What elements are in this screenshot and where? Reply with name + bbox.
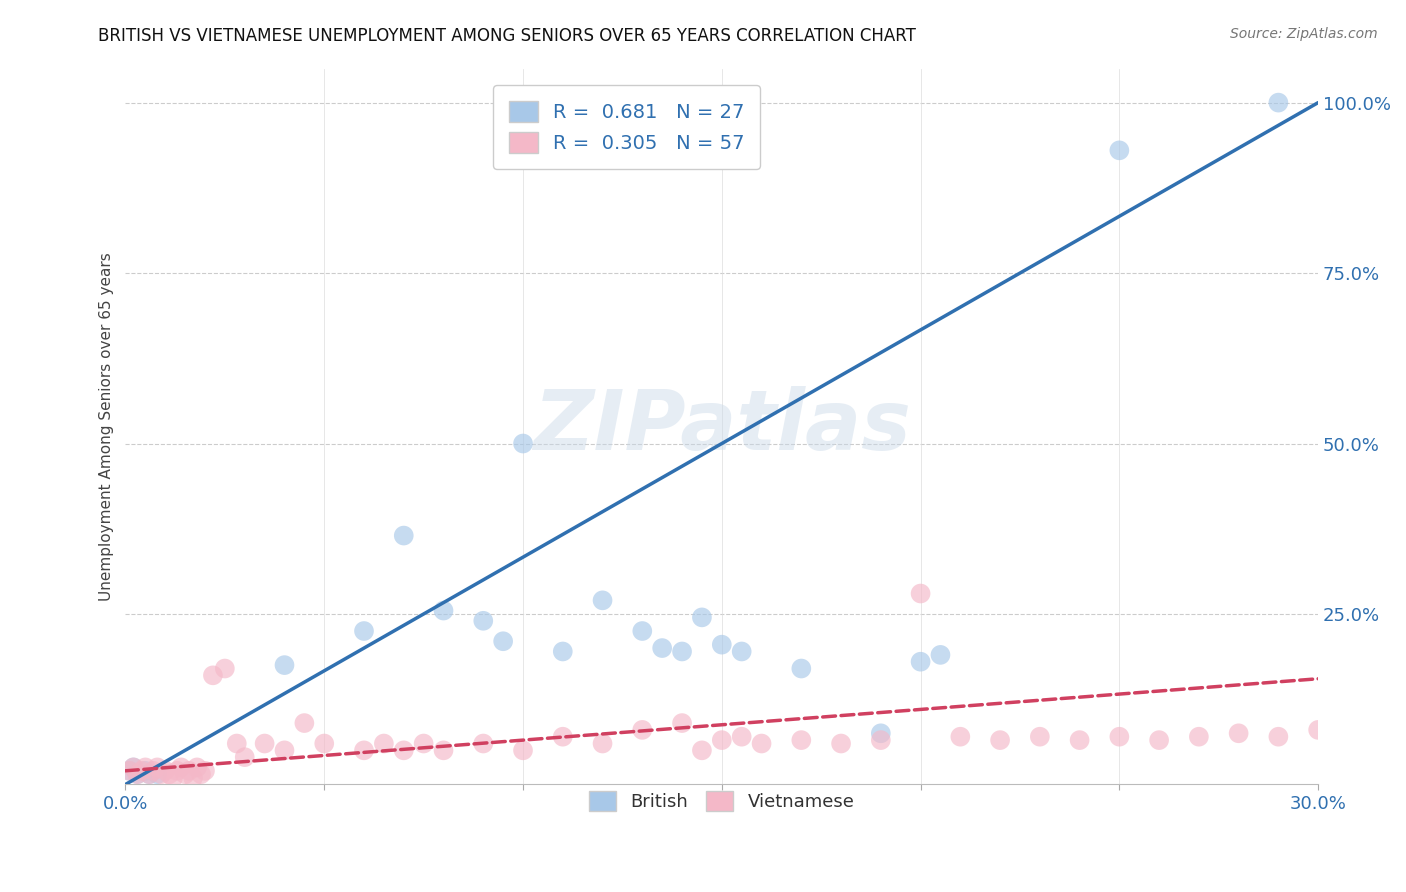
Point (592, 593, 614, 607)
Legend: British, Vietnamese: British, Vietnamese (575, 777, 869, 825)
Point (710, 638, 733, 652)
Point (671, 644, 693, 658)
Point (392, 528, 415, 542)
Point (273, 658, 295, 673)
Point (690, 610, 713, 624)
Point (1267, 730, 1289, 744)
Point (631, 723, 654, 737)
Point (651, 641, 673, 656)
Text: Source: ZipAtlas.com: Source: ZipAtlas.com (1230, 27, 1378, 41)
Point (122, 760, 145, 774)
Point (1108, 730, 1130, 744)
Point (690, 743, 713, 757)
Point (253, 737, 276, 751)
Point (131, 764, 153, 778)
Point (731, 730, 754, 744)
Point (157, 767, 180, 781)
Point (146, 760, 169, 774)
Point (138, 767, 160, 781)
Point (314, 737, 336, 751)
Point (170, 760, 193, 774)
Point (830, 737, 852, 751)
Point (869, 733, 891, 747)
Point (512, 436, 534, 450)
Point (412, 737, 434, 751)
Point (273, 743, 295, 757)
Point (472, 614, 495, 628)
Point (150, 767, 173, 781)
Point (1308, 723, 1330, 737)
Point (177, 764, 200, 778)
Point (162, 771, 184, 785)
Point (373, 737, 395, 751)
Point (731, 644, 754, 658)
Point (146, 767, 169, 781)
Point (166, 764, 188, 778)
Point (214, 661, 236, 675)
Point (910, 586, 932, 600)
Point (353, 624, 375, 638)
Point (138, 767, 160, 781)
Point (225, 737, 247, 751)
Point (122, 760, 145, 774)
Point (671, 716, 693, 731)
Point (551, 730, 574, 744)
Point (790, 733, 813, 747)
Point (710, 733, 733, 747)
Point (142, 764, 165, 778)
Point (432, 743, 454, 757)
Point (194, 764, 217, 778)
Point (127, 767, 149, 781)
Point (190, 767, 212, 781)
Point (155, 764, 177, 778)
Point (201, 668, 224, 682)
Point (1108, 144, 1130, 158)
Point (134, 764, 156, 778)
Point (790, 661, 813, 675)
Point (751, 737, 773, 751)
Point (174, 767, 197, 781)
Point (432, 603, 454, 617)
Point (118, 764, 141, 778)
Point (988, 733, 1011, 747)
Point (592, 737, 614, 751)
Point (472, 737, 495, 751)
Point (118, 764, 141, 778)
Text: BRITISH VS VIETNAMESE UNEMPLOYMENT AMONG SENIORS OVER 65 YEARS CORRELATION CHART: BRITISH VS VIETNAMESE UNEMPLOYMENT AMONG… (98, 27, 917, 45)
Point (1069, 733, 1091, 747)
Y-axis label: Unemployment Among Seniors over 65 years: Unemployment Among Seniors over 65 years (100, 252, 114, 601)
Point (512, 743, 534, 757)
Point (127, 767, 149, 781)
Point (1029, 730, 1052, 744)
Point (949, 730, 972, 744)
Point (233, 750, 256, 764)
Point (392, 743, 415, 757)
Point (551, 644, 574, 658)
Point (492, 634, 515, 648)
Point (929, 648, 952, 662)
Point (910, 655, 932, 669)
Point (1188, 730, 1211, 744)
Point (1267, 95, 1289, 110)
Point (869, 726, 891, 740)
Point (1147, 733, 1170, 747)
Point (292, 716, 315, 731)
Point (1227, 726, 1250, 740)
Point (631, 624, 654, 638)
Point (186, 760, 208, 774)
Point (181, 771, 204, 785)
Point (353, 743, 375, 757)
Text: ZIPatlas: ZIPatlas (533, 386, 911, 467)
Point (134, 760, 156, 774)
